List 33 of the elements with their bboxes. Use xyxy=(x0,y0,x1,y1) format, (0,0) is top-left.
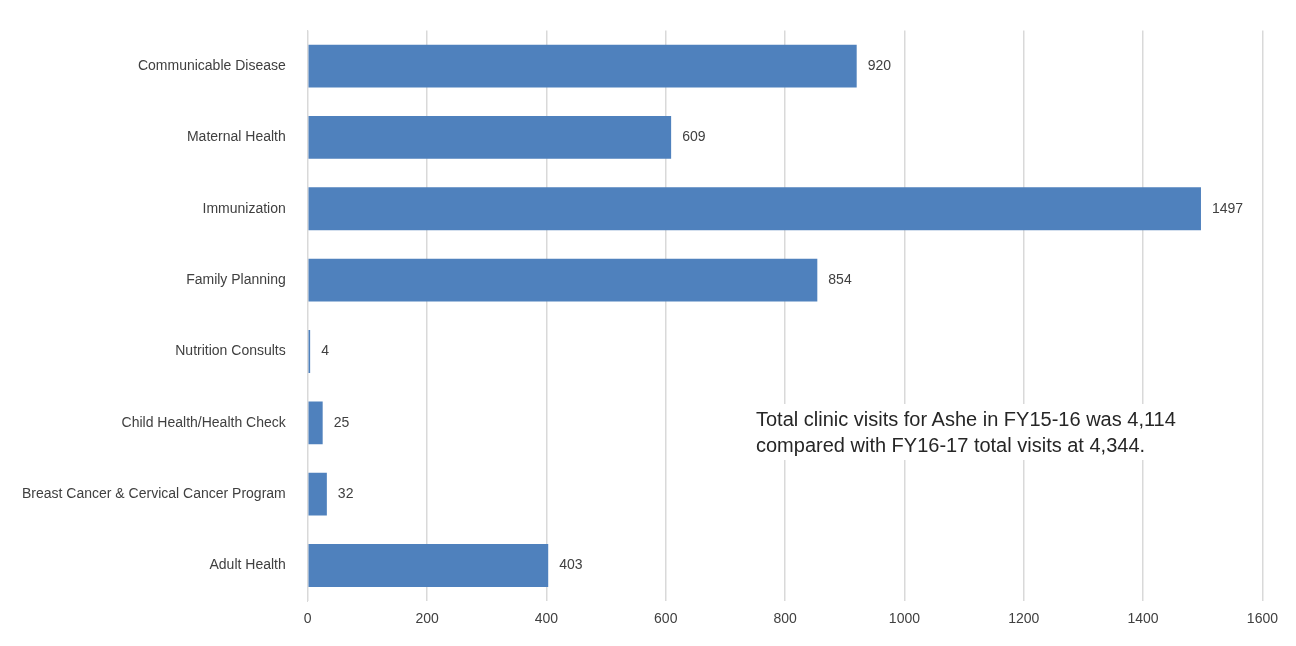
bar xyxy=(308,472,327,516)
y-tick-label: Family Planning xyxy=(186,270,286,287)
x-tick-label: 1400 xyxy=(1127,610,1159,627)
y-tick-label: Adult Health xyxy=(209,556,286,573)
y-tick-label: Communicable Disease xyxy=(137,56,286,73)
annotation: Total clinic visits for Ashe in FY15-16 was 4,114 compared with FY16-17 total visits at 4,344. xyxy=(748,404,1194,460)
data-label: 32 xyxy=(337,485,354,502)
data-label: 920 xyxy=(867,56,892,73)
x-tick-label: 400 xyxy=(534,610,559,627)
bar xyxy=(308,258,818,302)
y-tick-label: Breast Cancer & Cervical Cancer Program xyxy=(21,485,286,502)
bar xyxy=(308,544,549,587)
x-tick-label: 800 xyxy=(773,610,797,627)
y-tick-label: Child Health/Health Check xyxy=(121,413,287,430)
data-label: 25 xyxy=(333,413,350,430)
y-tick-label: Nutrition Consults xyxy=(175,342,286,359)
bar xyxy=(308,187,1201,231)
y-tick-label: Maternal Health xyxy=(186,128,286,145)
data-label: 854 xyxy=(828,270,852,287)
data-label: 403 xyxy=(559,556,583,573)
x-tick-label: 200 xyxy=(415,610,439,627)
bar xyxy=(308,116,672,159)
x-tick-label: 1000 xyxy=(888,610,921,627)
data-label: 609 xyxy=(682,128,706,145)
x-tick-label: 600 xyxy=(654,610,678,627)
bar xyxy=(308,44,857,88)
bar xyxy=(308,401,323,445)
x-tick-label: 1600 xyxy=(1246,610,1279,627)
x-tick-label: 0 xyxy=(303,610,312,627)
x-tick-label: 1200 xyxy=(1008,610,1040,627)
data-label: 1497 xyxy=(1211,199,1244,216)
data-label: 4 xyxy=(321,342,330,359)
y-tick-label: Immunization xyxy=(202,199,286,216)
